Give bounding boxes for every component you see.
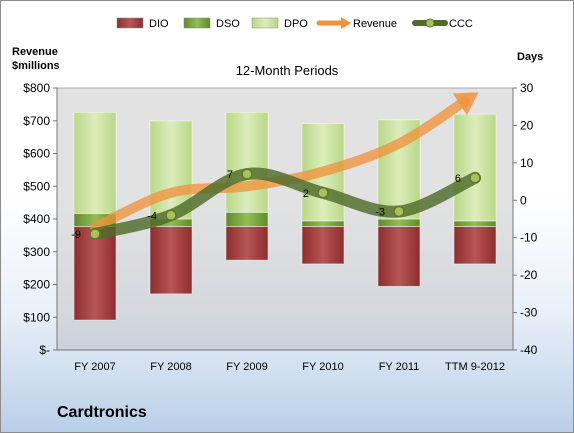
left-tick-label: $200 (23, 278, 50, 292)
dpo-bar (149, 226, 193, 295)
left-tick-label: $800 (23, 81, 50, 95)
x-tick-label: FY 2008 (150, 361, 191, 373)
right-tick-label: -10 (520, 231, 538, 245)
left-tick-label: $100 (23, 310, 50, 324)
right-axis-title: Days (517, 51, 544, 63)
right-tick-label: -20 (520, 268, 538, 282)
dio-bar (225, 211, 269, 227)
x-tick-label: FY 2010 (302, 361, 343, 373)
legend-label-dso: DPO (284, 18, 308, 30)
dso-bar (453, 113, 497, 222)
ccc-data-label: -9 (71, 229, 81, 241)
legend-label-revenue: Revenue (353, 18, 397, 30)
x-tick-label: FY 2009 (226, 361, 267, 373)
legend-swatch-dio (183, 17, 211, 29)
x-tick-label: FY 2011 (379, 361, 420, 373)
right-tick-label: -40 (520, 343, 538, 357)
ccc-marker (89, 228, 101, 240)
dio-bar (301, 220, 345, 227)
right-tick-label: 20 (520, 118, 534, 132)
x-tick-label: TTM 9-2012 (445, 361, 505, 373)
left-tick-label: $300 (23, 245, 50, 259)
ccc-marker (393, 205, 405, 218)
dpo-bar (453, 226, 497, 265)
left-tick-label: $500 (23, 179, 50, 193)
legend-swatch-dpo (116, 17, 144, 29)
dio-bar (377, 218, 421, 227)
ccc-data-label: -4 (147, 210, 157, 222)
revenue-arrowhead (452, 92, 479, 116)
left-tick-label: $600 (23, 147, 50, 161)
ccc-marker (241, 168, 253, 180)
ccc-data-label: 2 (303, 188, 309, 200)
legend-marker-ccc (425, 18, 435, 28)
dso-bar (225, 111, 269, 213)
left-axis-title-line1: Revenue (12, 46, 58, 58)
left-tick-label: $700 (23, 114, 50, 128)
legend-label-dio: DSO (216, 18, 240, 30)
legend-label-dpo: DIO (149, 18, 169, 30)
dpo-bar (377, 226, 421, 287)
dpo-bar (301, 226, 345, 265)
chart-subtitle: 12-Month Periods (235, 63, 339, 78)
right-tick-label: 10 (520, 156, 534, 170)
company-name: Cardtronics (57, 404, 147, 421)
right-tick-label: -30 (520, 306, 538, 320)
x-tick-label: FY 2007 (74, 361, 115, 373)
right-tick-label: 0 (520, 193, 527, 207)
left-axis-title-line2: $millions (12, 60, 60, 72)
dso-bar (73, 111, 117, 214)
ccc-data-label: 6 (455, 173, 461, 185)
left-tick-label: $- (39, 343, 50, 357)
left-axis-title: Revenue $millions (12, 45, 72, 73)
ccc-marker (165, 209, 177, 222)
dpo-bar (225, 226, 269, 261)
ccc-marker (469, 172, 481, 184)
left-tick-label: $400 (23, 212, 50, 226)
legend-label-ccc: CCC (449, 18, 473, 30)
plot-area (56, 87, 514, 351)
ccc-data-label: 7 (227, 169, 233, 181)
legend-arrowhead-revenue (341, 17, 351, 29)
right-tick-label: 30 (520, 81, 534, 95)
ccc-data-label: -3 (375, 207, 385, 219)
ccc-marker (317, 187, 329, 199)
dio-bar (453, 220, 497, 227)
legend-swatch-dso (251, 17, 279, 29)
